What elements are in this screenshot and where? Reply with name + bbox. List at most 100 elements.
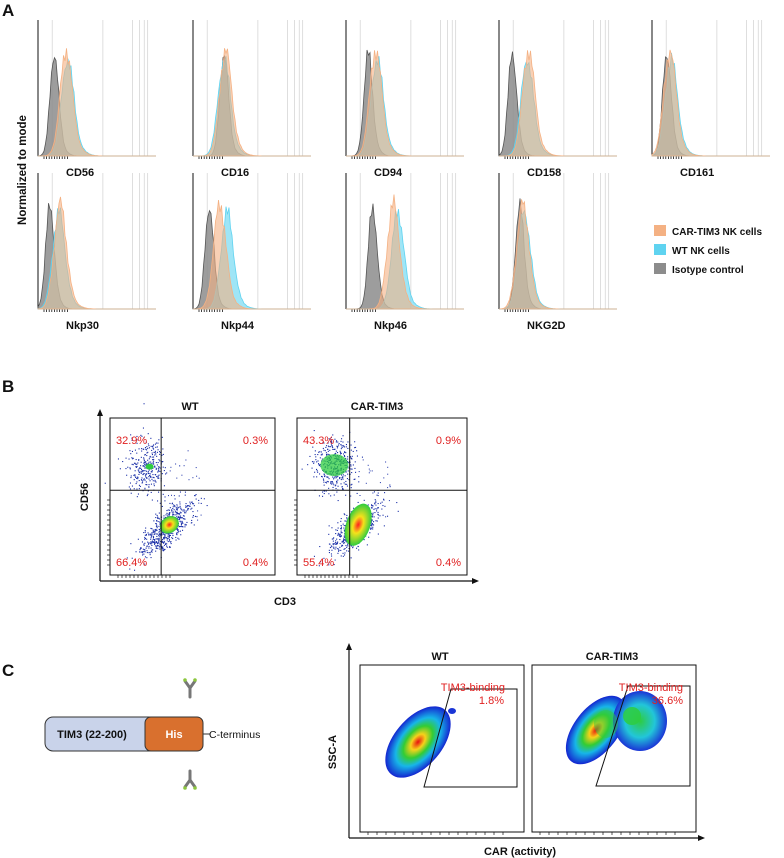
scatter-point (194, 515, 196, 517)
scatter-point (314, 471, 316, 473)
scatter-point (334, 453, 336, 455)
scatter-point (145, 534, 147, 536)
scatter-point (152, 535, 154, 537)
scatter-point (327, 450, 329, 452)
scatter-point (131, 439, 133, 441)
scatter-point (324, 450, 326, 452)
scatter-point (166, 510, 168, 512)
scatter-point (178, 518, 180, 520)
quadrant-wt-ul: 32.9% (116, 435, 147, 447)
scatter-point (157, 468, 159, 470)
histogram-nkp44: Nkp44 (192, 173, 311, 332)
scatter-point (176, 528, 178, 530)
scatter-point (138, 470, 140, 472)
scatter-point (343, 513, 345, 515)
scatter-point (167, 541, 169, 543)
scatter-point (138, 459, 140, 461)
scatter-point (168, 512, 170, 514)
scatter-point (342, 488, 344, 490)
scatter-point (165, 542, 167, 544)
scatter-point (137, 476, 139, 478)
scatter-point (134, 474, 136, 476)
scatter-point (162, 461, 164, 463)
scatter-point (150, 471, 152, 473)
scatter-point (192, 503, 194, 505)
scatter-point (185, 503, 187, 505)
scatter-point (379, 515, 381, 517)
scatter-point (178, 516, 180, 518)
scatter-point (159, 530, 161, 532)
scatter-point (131, 450, 133, 452)
scatter-point (147, 443, 149, 445)
scatter-point (363, 499, 365, 501)
hist-xlabel: CD94 (374, 167, 403, 179)
scatter-point (157, 476, 159, 478)
scatter-point (333, 478, 335, 480)
scatter-point (150, 543, 152, 545)
scatter-point (188, 505, 190, 507)
scatter-point (152, 476, 154, 478)
scatter-point (195, 494, 197, 496)
scatter-point (377, 513, 379, 515)
scatter-point (339, 535, 341, 537)
legend-label-isotype: Isotype control (672, 265, 744, 276)
scatter-point (155, 533, 157, 535)
scatter-point (348, 466, 350, 468)
scatter-point (318, 495, 320, 497)
scatter-point (327, 448, 329, 450)
scatter-point (142, 554, 144, 556)
scatter-point (147, 433, 149, 435)
scatter-point (184, 494, 186, 496)
scatter-point (345, 457, 347, 459)
scatter-point (148, 534, 150, 536)
hist-series-car (346, 194, 464, 310)
histogram-cd94: CD94 (345, 20, 464, 179)
scatter-point (374, 502, 376, 504)
hist-series-car (193, 200, 311, 310)
scatter-point (159, 534, 161, 536)
scatter-point (183, 509, 185, 511)
scatter-point (341, 545, 343, 547)
scatter-point (183, 518, 185, 520)
scatter-point (144, 556, 146, 558)
scatter-point (371, 504, 373, 506)
scatter-point (172, 515, 174, 517)
scatter-point (335, 441, 337, 443)
scatter-point (149, 480, 151, 482)
scatter-frame (109, 417, 276, 576)
scatter-point (193, 505, 195, 507)
scatter-point (371, 527, 373, 529)
scatter-point (327, 442, 329, 444)
hist-series-car (499, 50, 617, 157)
scatter-point (181, 521, 183, 523)
scatter-point (376, 510, 378, 512)
scatter-point (129, 467, 131, 469)
scatter-point (136, 496, 138, 498)
scatter-point (352, 546, 354, 548)
scatter-point (348, 462, 350, 464)
scatter-point (178, 530, 180, 532)
scatter-point (161, 545, 163, 547)
scatter-point (158, 537, 160, 539)
scatter-point (322, 442, 324, 444)
scatter-panel: WT CAR-TIM3 CD56 CD3 32.9% 0.3% 66.4% 0.… (79, 401, 479, 608)
scatter-point (148, 478, 150, 480)
scatter-point (182, 526, 184, 528)
scatter-point (167, 509, 169, 511)
scatter-point (153, 460, 155, 462)
scatter-point (323, 442, 325, 444)
scatter-point (320, 451, 322, 453)
scatter-point (159, 460, 161, 462)
scatter-point (158, 533, 160, 535)
scatter-point (328, 493, 330, 495)
scatter-point (173, 495, 175, 497)
scatter-point (128, 458, 130, 460)
scatter-point (200, 502, 202, 504)
scatter-point (339, 533, 341, 535)
scatter-point (161, 541, 163, 543)
scatter-point (191, 519, 193, 521)
scatter-point (377, 503, 379, 505)
scatter-point (153, 451, 155, 453)
scatter-point (172, 508, 174, 510)
scatter-point (197, 519, 199, 521)
